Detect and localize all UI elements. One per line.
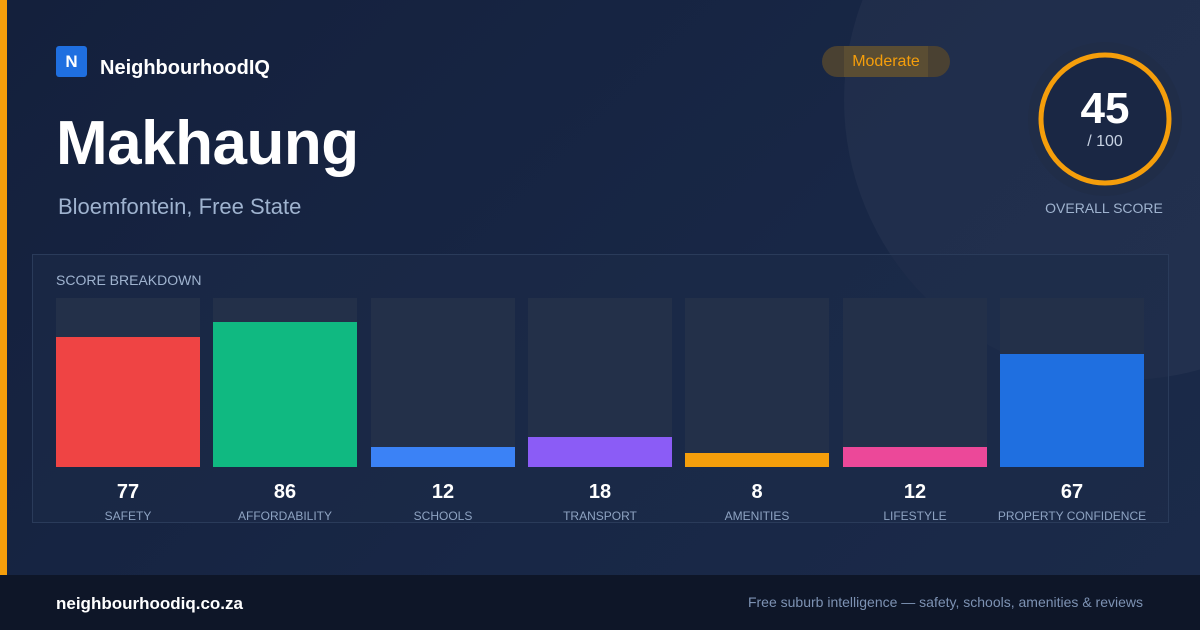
score-bar-fill [685,453,829,467]
footer-tagline: Free suburb intelligence — safety, schoo… [747,594,1143,610]
score-breakdown-panel: SCORE BREAKDOWN 77 SAFETY 86 AFFORDABILITY 1… [32,254,1169,523]
left-accent-bar [0,0,7,575]
score-bar-safety: 77 SAFETY [56,298,200,523]
score-bar-fill [843,447,987,467]
score-bar-fill [213,322,357,467]
score-bar-label: SAFETY [104,509,152,523]
score-bar-value: 86 [273,481,297,503]
score-bar-value: 12 [431,481,455,503]
score-bar-label: SCHOOLS [413,509,473,523]
score-bar-property-confidence: 67 PROPERTY CONFIDENCE [998,298,1146,523]
score-ring-inner [1041,55,1169,183]
score-bar-label: LIFESTYLE [883,509,947,523]
brand-logo-icon: N [56,46,87,77]
score-bar-label: AFFORDABILITY [237,509,332,523]
score-breakdown-title: SCORE BREAKDOWN [56,272,202,288]
brand[interactable]: N NeighbourhoodIQ [56,46,270,79]
score-bar-lifestyle: 12 LIFESTYLE [843,298,987,523]
suburb-location: Bloemfontein, Free State [58,194,302,219]
score-bar-track [685,298,829,467]
score-bar-value: 18 [588,481,612,503]
score-bar-value: 77 [116,481,140,503]
rating-badge-label: Moderate [852,52,920,70]
score-bar-fill [56,337,200,467]
score-bar-label: AMENITIES [724,509,790,523]
score-bar-schools: 12 SCHOOLS [371,298,515,523]
score-bar-value: 8 [751,481,763,503]
score-ring-graphic [1028,42,1182,196]
overall-score-value: 45 [1080,84,1130,133]
score-bar-fill [371,447,515,467]
score-bar-affordability: 86 AFFORDABILITY [213,298,357,523]
overall-score-ring: 45 / 100 [1028,42,1182,196]
score-bar-value: 12 [903,481,927,503]
footer: neighbourhoodiq.co.za Free suburb intell… [0,575,1200,630]
score-bar-label: TRANSPORT [563,509,637,523]
score-bar-amenities: 8 AMENITIES [685,298,829,523]
overall-score-denominator: / 100 [1087,133,1123,150]
footer-url-link[interactable]: neighbourhoodiq.co.za [56,594,243,613]
brand-name: NeighbourhoodIQ [100,57,270,79]
score-bar-value: 67 [1060,481,1084,503]
score-bar-transport: 18 TRANSPORT [528,298,672,523]
score-bar-track [843,298,987,467]
score-bar-fill [528,437,672,467]
score-bar-label: PROPERTY CONFIDENCE [997,509,1147,523]
score-bar-track [528,298,672,467]
rating-badge: Moderate [822,46,950,77]
page-title: Makhaung [56,109,359,178]
score-bar-fill [1000,354,1144,467]
score-bar-track [371,298,515,467]
score-ring-stroke [1038,52,1172,186]
overall-score-caption: OVERALL SCORE [1045,200,1163,216]
score-bar-track [1000,298,1144,467]
score-bar-track [213,298,357,467]
score-bar-track [56,298,200,467]
score-breakdown-bars: 77 SAFETY 86 AFFORDABILITY 12 SCHOOLS 18 TRANSP… [56,298,1146,523]
